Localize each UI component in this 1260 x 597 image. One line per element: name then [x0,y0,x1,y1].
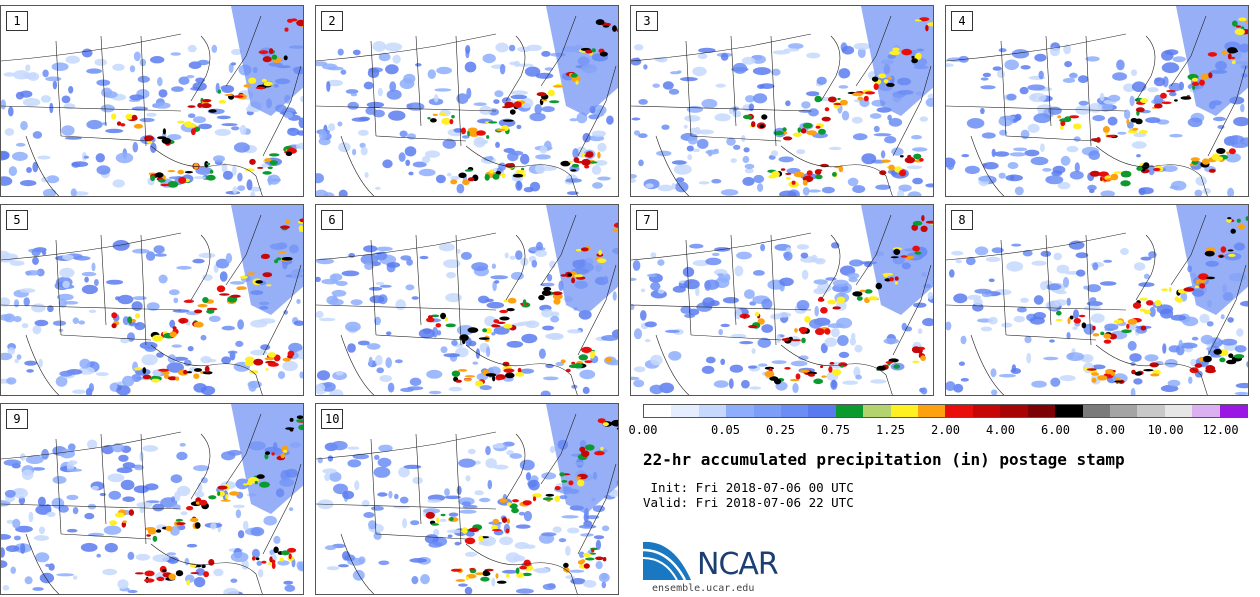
site-url[interactable]: ensemble.ucar.edu [652,583,755,594]
ncar-wordmark: NCAR [697,547,779,582]
colorbar-tick-label: 0.00 [628,423,658,437]
colorbar-swatch [1000,405,1028,417]
precip-map [316,205,618,395]
precip-map [1,404,303,594]
member-number: 1 [6,11,28,31]
member-panel: 9 [0,403,304,595]
colorbar-swatch [890,405,919,417]
member-number: 2 [321,11,343,31]
colorbar-swatch [1055,405,1083,417]
colorbar-tick-label: 0.05 [711,423,740,437]
colorbar-swatch [644,405,672,417]
member-number: 7 [636,210,658,230]
colorbar-swatch [945,405,973,417]
colorbar-tick-label: 12.00 [1202,423,1239,437]
member-number: 5 [6,210,28,230]
colorbar-tick-label: 0.75 [821,423,850,437]
member-number: 3 [636,11,658,31]
colorbar-tick-label: 2.00 [931,423,960,437]
valid-time: Valid: Fri 2018-07-06 22 UTC [643,495,854,510]
member-panel: 10 [315,403,619,595]
colorbar-tick-label: 0.25 [766,423,795,437]
member-number: 10 [321,409,344,429]
colorbar-swatch [835,405,864,417]
colorbar-tick-labels: 0.00 0.05 0.25 0.75 1.25 2.00 4.00 6.00 8.00 10.0… [628,423,1260,439]
colorbar-swatch [1109,405,1138,417]
member-panel: 8 [945,204,1249,396]
colorbar-swatch [1192,405,1220,417]
precip-map [946,6,1248,196]
colorbar-swatch [1082,405,1110,417]
colorbar-swatch [698,405,727,417]
colorbar-swatch [1027,405,1056,417]
member-number: 8 [951,210,973,230]
member-number: 9 [6,409,28,429]
colorbar-swatch [726,405,754,417]
colorbar-swatch [753,405,782,417]
ncar-logo [643,541,691,581]
colorbar-swatch [1164,405,1193,417]
member-number: 6 [321,210,343,230]
colorbar-swatch [863,405,891,417]
member-panel: 6 [315,204,619,396]
init-time: Init: Fri 2018-07-06 00 UTC [643,480,854,495]
member-number: 4 [951,11,973,31]
figure-title: 22-hr accumulated precipitation (in) pos… [643,450,1125,469]
precip-map [1,205,303,395]
member-panel: 1 [0,5,304,197]
member-panel: 5 [0,204,304,396]
colorbar-swatch [671,405,699,417]
member-panel: 4 [945,5,1249,197]
member-panel: 7 [630,204,934,396]
colorbar-tick-label: 10.00 [1147,423,1184,437]
colorbar-tick-label: 1.25 [876,423,905,437]
colorbar-tick-label: 4.00 [986,423,1015,437]
precip-map [316,6,618,196]
member-panel: 2 [315,5,619,197]
colorbar-swatch [972,405,1001,417]
colorbar-swatch [1137,405,1165,417]
precip-map [946,205,1248,395]
colorbar-swatch [918,405,946,417]
member-panel: 3 [630,5,934,197]
precip-map [631,205,933,395]
precip-map [631,6,933,196]
precip-map [1,6,303,196]
colorbar-tick-label: 6.00 [1041,423,1070,437]
colorbar-swatch [808,405,836,417]
precip-map [316,404,618,594]
colorbar-swatch [1219,405,1247,417]
colorbar-tick-label: 8.00 [1096,423,1125,437]
precip-colorbar [643,404,1248,418]
colorbar-swatch [781,405,809,417]
